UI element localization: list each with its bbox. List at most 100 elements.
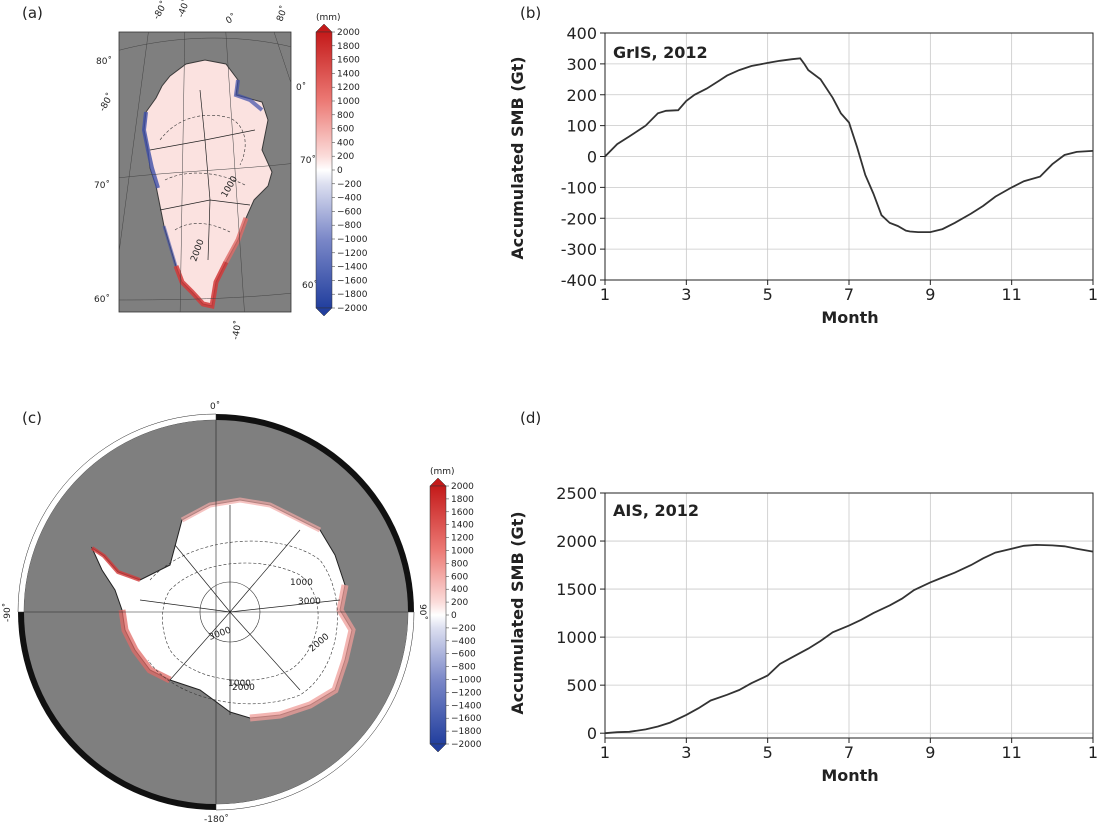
greenland-lon-label-4: 80˚ [274, 4, 290, 23]
antarctica-contour-label-6: 1000 [228, 679, 251, 689]
greenland-lat-label-5: 60˚ [302, 280, 318, 291]
chart-ais-smb: Accumulated SMB (Gt) Month AIS, 2012 1 3 5… [508, 484, 1098, 785]
chart-b-ytick-label-8: 400 [566, 24, 597, 43]
colorbar-a-tick-label-11: −200 [337, 180, 362, 190]
colorbar-c-tick-label-4: 1200 [451, 534, 474, 544]
antarctica-contour-label-2: 3000 [298, 597, 321, 607]
antarctica-coast-red-peninsula [90, 546, 141, 582]
antarctica-coast-red-west [118, 609, 172, 684]
chart-d-ytick-label-2: 1000 [556, 628, 597, 647]
chart-d-xtick-label-6: 1 [1088, 743, 1098, 762]
colorbar-c-tick-label-8: 400 [451, 585, 468, 595]
greenland-lon-label-1: -80˚ [151, 0, 170, 21]
colorbar-c-tick-label-17: −1400 [451, 701, 482, 711]
antarctica-lon-label-180: -180˚ [204, 814, 229, 825]
chart-b-title: GrIS, 2012 [613, 43, 708, 62]
colorbar-c-tick-label-7: 600 [451, 572, 468, 582]
chart-b-ytick-label-5: 100 [566, 117, 597, 136]
greenland-lat-label-4: 60˚ [94, 294, 110, 305]
graticule-lon-3 [225, 32, 245, 312]
greenland-lon-label-3: 0˚ [224, 12, 238, 27]
colorbar-a-tick-label-0: 2000 [337, 28, 360, 38]
colorbar-a-tick-label-1: 1800 [337, 42, 360, 52]
colorbar-c-tick-label-5: 1000 [451, 547, 474, 557]
chart-d-ytick-label-5: 2500 [556, 484, 597, 503]
colorbar-a-tick-label-18: −1600 [337, 276, 368, 286]
colorbar-c-tick-label-13: −600 [451, 650, 476, 660]
chart-d-xtick-label-5: 11 [1001, 743, 1021, 762]
colorbar-c-tick-label-19: −1800 [451, 727, 482, 737]
greenland-lon-label-6: 0˚ [296, 82, 306, 93]
colorbar-a-bottom-arrow [315, 307, 333, 317]
colorbar-a: (mm) 20001800160014001200100080060040020… [315, 13, 368, 317]
chart-b-xtick-label-2: 5 [763, 285, 773, 304]
colorbar-a-bar [315, 31, 333, 309]
graticule-lon-1 [119, 32, 149, 255]
colorbar-a-tick-label-3: 1400 [337, 69, 360, 79]
greenland-lat-label-2: 70˚ [94, 180, 110, 191]
greenland-coast-blue-east [233, 79, 264, 112]
antarctica-coast-red-east [249, 584, 356, 722]
colorbar-c-tick-label-3: 1400 [451, 521, 474, 531]
chart-b-xtick-label-0: 1 [600, 285, 610, 304]
chart-d-xlabel: Month [821, 766, 878, 785]
colorbar-a-tick-label-8: 400 [337, 138, 354, 148]
colorbar-a-tick-label-13: −600 [337, 207, 362, 217]
panel-label-a: (a) [22, 4, 43, 22]
chart-b-ylabel: Accumulated SMB (Gt) [508, 56, 527, 259]
chart-b-xtick-label-6: 1 [1088, 285, 1098, 304]
greenland-contour-3 [174, 223, 231, 233]
colorbar-a-tick-label-14: −800 [337, 221, 362, 231]
colorbar-a-tick-label-9: 200 [337, 152, 354, 162]
colorbar-a-tick-label-17: −1400 [337, 263, 368, 273]
antarctica-contour-1 [162, 562, 319, 681]
graticule-lat-60 [119, 292, 291, 301]
colorbar-c-tick-label-1: 1800 [451, 495, 474, 505]
chart-gris-smb: Accumulated SMB (Gt) Month GrIS, 2012 1 3… [508, 24, 1098, 327]
greenland-basin-2 [149, 129, 256, 151]
colorbar-a-tick-label-19: −1800 [337, 290, 368, 300]
colorbar-c-tick-label-10: 0 [451, 611, 457, 621]
colorbar-a-tick-label-12: −400 [337, 194, 362, 204]
colorbar-c-bar [429, 485, 447, 745]
colorbar-c-tick-label-0: 2000 [451, 482, 474, 492]
antarctica-lon-label-90: 90˚ [417, 604, 428, 620]
chart-b-ytick-label-6: 200 [566, 86, 597, 105]
colorbar-c-tick-label-9: 200 [451, 598, 468, 608]
greenland-lon-label-5: -80˚ [97, 91, 116, 113]
chart-d-xtick-label-4: 9 [925, 743, 935, 762]
greenland-basin-1 [199, 89, 211, 261]
colorbar-a-top-arrow [315, 23, 333, 33]
colorbar-c-tick-label-16: −1200 [451, 688, 482, 698]
antarctica-contour-label-1: 1000 [290, 578, 313, 588]
greenland-lon-label-2: -40˚ [175, 0, 192, 19]
chart-b-ytick-label-2: -200 [561, 209, 597, 228]
antarctica-map: 0˚ -90˚ 90˚ -180˚ 1000 3000 3000 2000 20… [2, 401, 428, 825]
chart-b-series-line [604, 57, 1094, 233]
colorbar-c-tick-label-6: 800 [451, 559, 468, 569]
colorbar-c-top-arrow [429, 477, 447, 487]
greenland-coast-red-south [173, 260, 229, 310]
graticule-lon-4 [273, 32, 291, 84]
colorbar-a-tick-label-2: 1600 [337, 56, 360, 66]
greenland-lat-label-1: 80˚ [96, 56, 112, 67]
greenland-contour-2 [164, 172, 246, 186]
greenland-map: -80˚ -40˚ 0˚ 80˚ -80˚ 0˚ -40˚ 80˚ 70˚ 70… [94, 0, 318, 341]
colorbar-c-tick-label-15: −1000 [451, 676, 482, 686]
chart-b-ytick-label-1: -300 [561, 240, 597, 259]
colorbar-a-tick-label-6: 800 [337, 111, 354, 121]
chart-d-ytick-label-0: 0 [587, 724, 597, 743]
antarctica-contour-label-5: 2000 [232, 683, 255, 693]
colorbar-a-unit: (mm) [316, 13, 341, 23]
graticule-lat-80 [119, 37, 291, 51]
colorbar-a-tick-label-7: 600 [337, 125, 354, 135]
colorbar-c-unit: (mm) [430, 467, 455, 477]
chart-d-title: AIS, 2012 [613, 501, 699, 520]
chart-b-xtick-label-5: 11 [1001, 285, 1021, 304]
colorbar-a-tick-label-15: −1000 [337, 235, 368, 245]
antarctica-contour-2 [147, 540, 338, 705]
chart-d-ytick-label-1: 500 [566, 676, 597, 695]
greenland-coast-red-southeast [223, 217, 249, 264]
colorbar-a-tick-label-10: 0 [337, 166, 343, 176]
greenland-lat-label-3: 70˚ [300, 155, 316, 166]
